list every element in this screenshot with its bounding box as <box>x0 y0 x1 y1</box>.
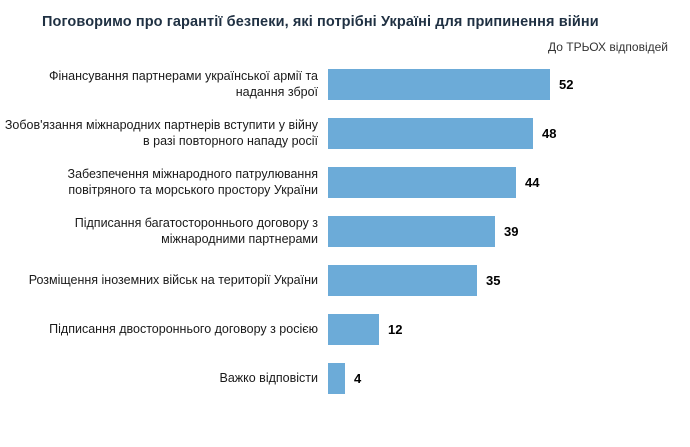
bar-area: 35 <box>328 256 690 305</box>
bar <box>328 118 533 149</box>
bar <box>328 363 345 394</box>
chart-row: Розміщення іноземних військ на території… <box>0 256 690 305</box>
category-label: Підписання двостороннього договору з рос… <box>49 321 318 336</box>
chart-rows: Фінансування партнерами української армі… <box>0 60 690 403</box>
chart-row: Важко відповісти 4 <box>0 354 690 403</box>
bar-area: 12 <box>328 305 690 354</box>
value-label: 48 <box>542 126 557 141</box>
chart-title: Поговоримо про гарантії безпеки, які пот… <box>42 14 599 30</box>
category-label: Розміщення іноземних військ на території… <box>28 272 318 287</box>
category-label: Забезпечення міжнародного патрулювання п… <box>67 166 318 197</box>
bar <box>328 314 379 345</box>
bar-area: 4 <box>328 354 690 403</box>
bar-area: 48 <box>328 109 690 158</box>
bar <box>328 265 477 296</box>
value-label: 39 <box>504 224 519 239</box>
value-label: 12 <box>388 322 403 337</box>
value-label: 4 <box>354 371 362 386</box>
bar <box>328 69 550 100</box>
chart-row: Підписання двостороннього договору з рос… <box>0 305 690 354</box>
bar <box>328 167 516 198</box>
category-label: Фінансування партнерами української армі… <box>49 68 318 99</box>
category-label: Підписання багатостороннього договору з … <box>74 215 318 246</box>
chart-row: Фінансування партнерами української армі… <box>0 60 690 109</box>
value-label: 52 <box>559 77 574 92</box>
value-label: 35 <box>486 273 501 288</box>
bar-area: 52 <box>328 60 690 109</box>
bar-area: 39 <box>328 207 690 256</box>
chart-row: Зобов'язання міжнародних партнерів вступ… <box>0 109 690 158</box>
value-label: 44 <box>525 175 540 190</box>
response-limit-note: До ТРЬОХ відповідей <box>548 40 668 54</box>
bar-area: 44 <box>328 158 690 207</box>
chart-row: Забезпечення міжнародного патрулювання п… <box>0 158 690 207</box>
bar <box>328 216 495 247</box>
chart-row: Підписання багатостороннього договору з … <box>0 207 690 256</box>
category-label: Зобов'язання міжнародних партнерів вступ… <box>4 117 318 148</box>
category-label: Важко відповісти <box>219 370 319 385</box>
